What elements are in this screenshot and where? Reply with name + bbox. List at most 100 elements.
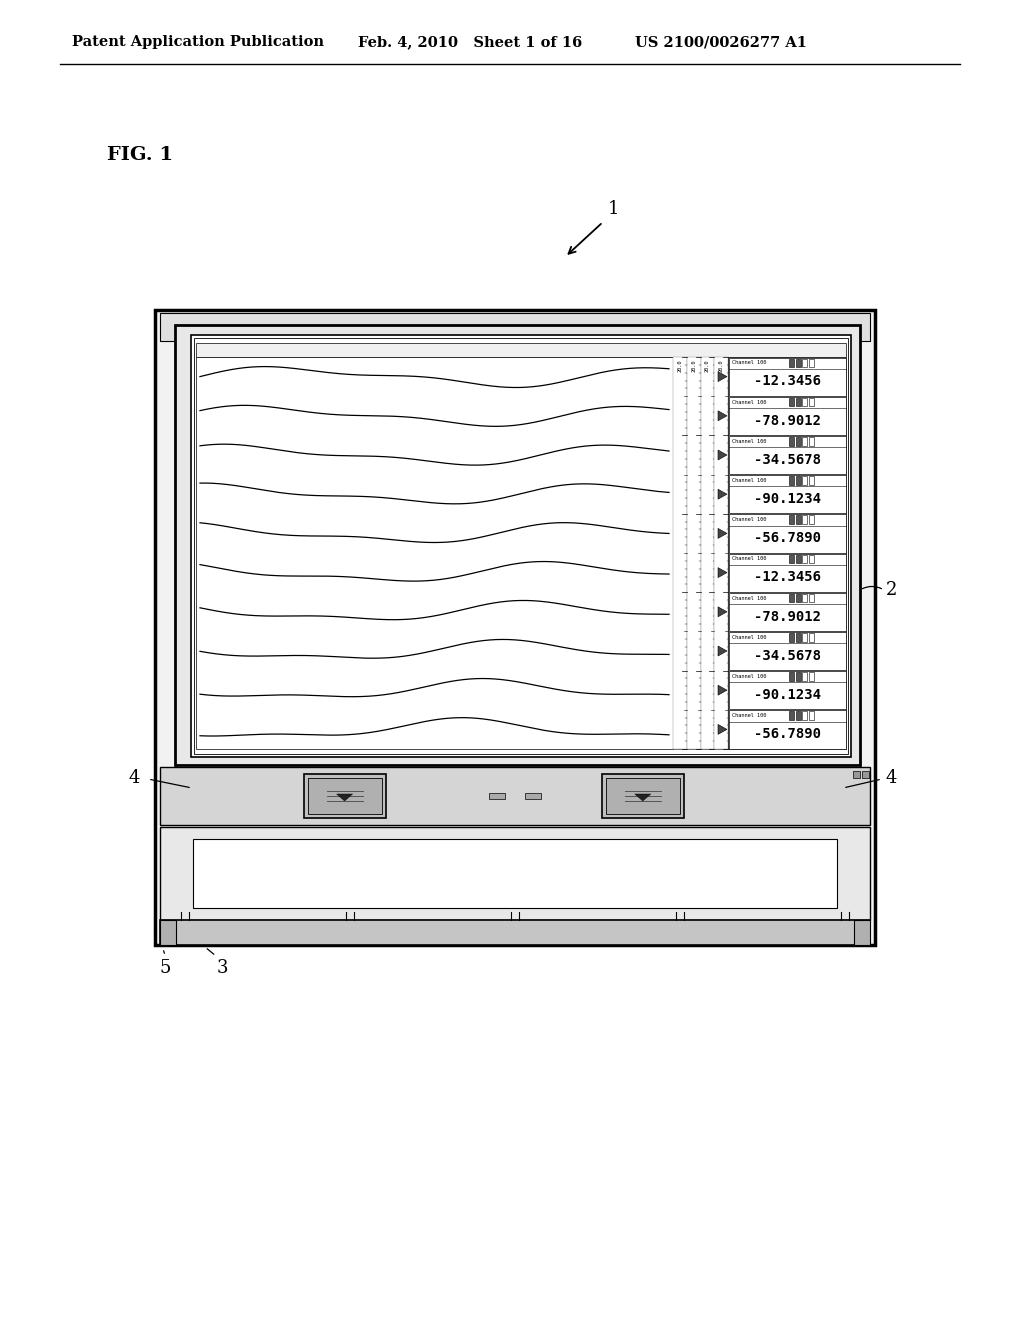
Text: Channel 100: Channel 100 (732, 400, 766, 404)
Text: Channel 100: Channel 100 (732, 517, 766, 523)
Bar (155, 310, 874, 945)
Bar (803, 594, 807, 602)
Bar (796, 711, 801, 721)
Bar (809, 594, 814, 602)
Bar (307, 777, 382, 814)
Bar (728, 356, 846, 748)
Bar (803, 477, 807, 484)
Bar (796, 515, 801, 524)
Bar (803, 397, 807, 407)
Bar (193, 840, 837, 908)
Bar (715, 356, 728, 748)
Bar (790, 397, 795, 407)
Polygon shape (718, 411, 727, 421)
Polygon shape (718, 645, 727, 656)
Bar (790, 594, 795, 602)
Bar (803, 437, 807, 446)
Bar (809, 359, 814, 367)
Bar (790, 554, 795, 564)
Bar (728, 397, 846, 434)
Bar (790, 672, 795, 681)
Text: -56.7890: -56.7890 (754, 727, 820, 742)
Bar (809, 437, 814, 446)
Text: 1: 1 (608, 201, 620, 218)
Bar (803, 515, 807, 524)
Bar (796, 437, 801, 446)
Bar (790, 477, 795, 484)
Bar (790, 359, 795, 367)
Text: 20.0: 20.0 (719, 360, 724, 372)
Bar (160, 828, 870, 920)
Bar (796, 477, 801, 484)
Text: Channel 100: Channel 100 (732, 438, 766, 444)
Text: -78.9012: -78.9012 (754, 413, 820, 428)
Bar (809, 554, 814, 564)
Text: -90.1234: -90.1234 (754, 492, 820, 506)
Text: Feb. 4, 2010   Sheet 1 of 16: Feb. 4, 2010 Sheet 1 of 16 (358, 36, 583, 49)
Polygon shape (718, 685, 727, 696)
Polygon shape (718, 725, 727, 734)
Bar (809, 477, 814, 484)
Polygon shape (718, 490, 727, 499)
Bar (602, 774, 684, 818)
Bar (790, 711, 795, 721)
Polygon shape (337, 795, 352, 801)
Bar (790, 437, 795, 446)
Text: Channel 100: Channel 100 (732, 360, 766, 366)
Bar (790, 632, 795, 642)
Bar (160, 767, 870, 825)
Polygon shape (718, 528, 727, 539)
Text: Channel 100: Channel 100 (732, 595, 766, 601)
Bar (673, 356, 728, 748)
Bar (809, 515, 814, 524)
Text: 20.0: 20.0 (691, 360, 696, 372)
Text: -34.5678: -34.5678 (754, 649, 820, 663)
Bar (728, 593, 846, 631)
Bar (728, 358, 846, 396)
Polygon shape (718, 450, 727, 459)
Text: 20.0: 20.0 (705, 360, 710, 372)
Text: 4: 4 (129, 770, 140, 787)
Text: -12.3456: -12.3456 (754, 375, 820, 388)
Text: 5: 5 (160, 960, 171, 977)
Bar (728, 475, 846, 513)
Text: 4: 4 (886, 770, 897, 787)
Text: Channel 100: Channel 100 (732, 713, 766, 718)
Bar (196, 343, 846, 356)
Text: US 2100/0026277 A1: US 2100/0026277 A1 (635, 36, 807, 49)
Bar (854, 920, 870, 945)
Bar (803, 632, 807, 642)
Bar (790, 515, 795, 524)
Polygon shape (635, 795, 651, 801)
Text: Channel 100: Channel 100 (732, 478, 766, 483)
Bar (809, 711, 814, 721)
Bar (853, 771, 860, 777)
Bar (175, 325, 860, 766)
Text: -34.5678: -34.5678 (754, 453, 820, 467)
Bar (796, 397, 801, 407)
Text: -56.7890: -56.7890 (754, 531, 820, 545)
Bar (796, 594, 801, 602)
Bar (160, 313, 870, 341)
Text: -90.1234: -90.1234 (754, 688, 820, 702)
Bar (194, 338, 848, 754)
Bar (803, 711, 807, 721)
Bar (809, 632, 814, 642)
Text: -12.3456: -12.3456 (754, 570, 820, 585)
Text: 2: 2 (886, 581, 897, 599)
Bar (803, 554, 807, 564)
Bar (862, 771, 869, 777)
Bar (700, 356, 715, 748)
Bar (809, 397, 814, 407)
Polygon shape (718, 607, 727, 616)
Bar (196, 356, 673, 748)
Text: -78.9012: -78.9012 (754, 610, 820, 623)
Bar (728, 515, 846, 553)
Text: Channel 100: Channel 100 (732, 635, 766, 640)
Bar (303, 774, 386, 818)
Bar (489, 793, 505, 799)
Bar (796, 632, 801, 642)
Bar (673, 356, 687, 748)
Bar (728, 632, 846, 671)
Text: Channel 100: Channel 100 (732, 675, 766, 678)
